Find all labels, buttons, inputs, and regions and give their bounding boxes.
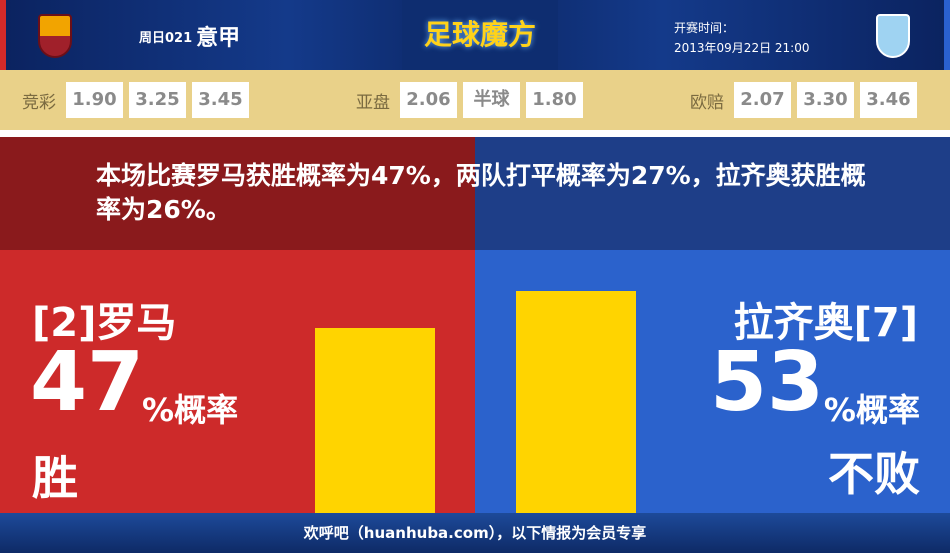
home-outcome: 胜 xyxy=(32,451,78,505)
odds-value: 1.80 xyxy=(526,82,583,118)
home-probability-bar xyxy=(315,327,435,513)
odds-value: 2.07 xyxy=(734,82,791,118)
footer[interactable]: 欢呼吧（huanhuba.com），以下情报为会员专享 xyxy=(0,513,950,553)
roma-logo-icon xyxy=(38,14,72,58)
odds-value: 3.46 xyxy=(860,82,917,118)
odds-label: 亚盘 xyxy=(356,92,390,113)
away-panel: 拉齐奥[7] 53 %概率 不败 xyxy=(475,250,950,513)
odds-jingcai: 竞彩 1.90 3.25 3.45 xyxy=(22,82,249,118)
away-team-name: 拉齐奥[7] xyxy=(733,300,918,346)
home-panel: [2]罗马 47 %概率 胜 xyxy=(0,250,475,513)
kickoff-time: 开赛时间： 2013年09月22日 21:00 xyxy=(674,18,809,58)
home-percent: 47 xyxy=(30,335,145,430)
odds-label: 竞彩 xyxy=(22,92,56,113)
header: 周日021 意甲 足球魔方 开赛时间： 2013年09月22日 21:00 xyxy=(0,0,950,70)
odds-value: 3.30 xyxy=(797,82,854,118)
time-value: 2013年09月22日 21:00 xyxy=(674,41,810,55)
odds-value: 3.45 xyxy=(192,82,249,118)
away-probability-bar xyxy=(516,291,636,513)
home-percent-suffix: %概率 xyxy=(142,391,239,429)
odds-oupei: 欧赔 2.07 3.30 3.46 xyxy=(690,82,917,118)
odds-value: 3.25 xyxy=(129,82,186,118)
home-team-name: [2]罗马 xyxy=(32,300,177,346)
odds-value: 半球 xyxy=(463,82,520,118)
odds-bar: 竞彩 1.90 3.25 3.45 亚盘 2.06 半球 1.80 欧赔 2.0… xyxy=(0,70,950,130)
match-info: 周日021 意甲 xyxy=(139,20,240,52)
brand-logo: 足球魔方 xyxy=(402,0,558,70)
time-label: 开赛时间： xyxy=(674,21,735,35)
odds-value: 2.06 xyxy=(400,82,457,118)
lazio-logo-icon xyxy=(876,14,910,58)
odds-label: 欧赔 xyxy=(690,92,724,113)
away-outcome: 不败 xyxy=(828,447,920,501)
prediction-summary: 本场比赛罗马获胜概率为47%，两队打平概率为27%，拉齐奥获胜概率为26%。 xyxy=(0,137,950,250)
summary-text: 本场比赛罗马获胜概率为47%，两队打平概率为27%，拉齐奥获胜概率为26%。 xyxy=(96,161,866,224)
away-percent: 53 xyxy=(710,335,825,430)
league-name: 意甲 xyxy=(196,26,241,51)
odds-yapan: 亚盘 2.06 半球 1.80 xyxy=(356,82,583,118)
match-number: 周日021 xyxy=(139,31,193,46)
odds-value: 1.90 xyxy=(66,82,123,118)
away-percent-suffix: %概率 xyxy=(823,391,920,429)
